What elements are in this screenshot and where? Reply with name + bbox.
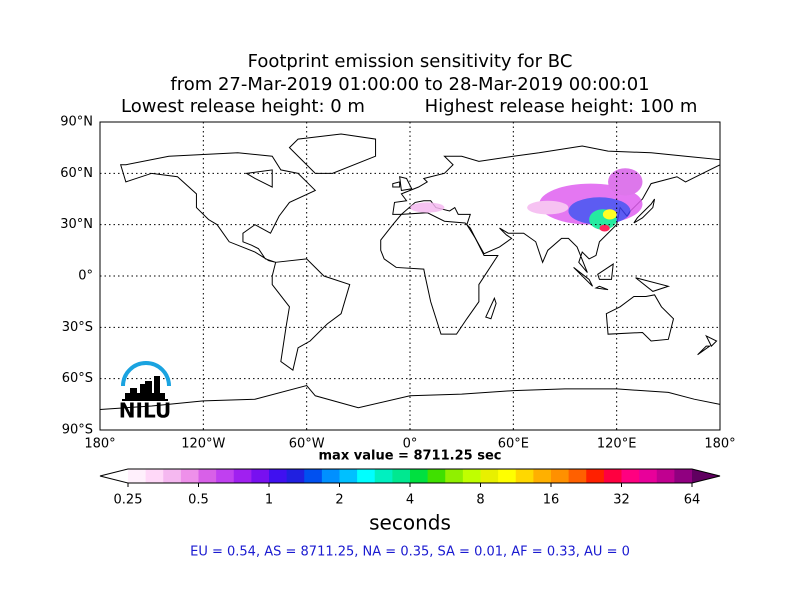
y-tick-label: 60°N [60, 166, 93, 181]
colorbar-segment [233, 469, 252, 483]
colorbar-segment [216, 469, 235, 483]
colorbar-segment [603, 469, 622, 483]
colorbar-segment [621, 469, 640, 483]
colorbar-segment [639, 469, 658, 483]
y-tick-label: 0° [78, 269, 93, 284]
colorbar-segment [357, 469, 376, 483]
release-low: Lowest release height: 0 m [121, 96, 365, 117]
indonesia [574, 264, 669, 291]
colorbar-tick-label: 0.25 [114, 493, 143, 508]
colorbar-segment [163, 469, 182, 483]
title-line: Footprint emission sensitivity for BC [248, 51, 573, 72]
colorbar-segment [674, 469, 693, 483]
colorbar-tick-label: 16 [543, 493, 560, 508]
colorbar-tick-label: 4 [406, 493, 414, 508]
y-tick-label: 30°N [60, 217, 93, 232]
colorbar-segment [128, 469, 147, 483]
colorbar-segment [533, 469, 552, 483]
footprint-area [527, 200, 569, 215]
colorbar-segment [427, 469, 446, 483]
colorbar-tick-label: 8 [476, 493, 484, 508]
release-high: Highest release height: 100 m [425, 96, 698, 117]
footprint-area [410, 202, 445, 213]
nilu-logo: NILU [119, 361, 171, 423]
colorbar-label: seconds [369, 511, 451, 535]
madagascar [486, 298, 496, 319]
africa [381, 213, 498, 334]
colorbar-segment [586, 469, 605, 483]
colorbar-extend [692, 469, 720, 483]
australia [606, 295, 673, 341]
north-america [121, 153, 316, 263]
colorbar-segment [462, 469, 481, 483]
y-tick-label: 30°S [62, 320, 93, 335]
colorbar-extend [100, 469, 128, 483]
colorbar-segment [551, 469, 570, 483]
y-tick-label: 90°S [62, 423, 93, 438]
colorbar-segment [198, 469, 217, 483]
colorbar-segment [180, 469, 199, 483]
footprint-area [599, 224, 610, 232]
colorbar-segment [445, 469, 464, 483]
new-zealand [698, 336, 717, 355]
x-tick-label: 180° [704, 437, 735, 452]
colorbar-tick-label: 32 [613, 493, 630, 508]
colorbar-segment [321, 469, 340, 483]
map-frame [99, 121, 721, 431]
colorbar-segment [568, 469, 587, 483]
region-stats: EU = 0.54, AS = 8711.25, NA = 0.35, SA =… [190, 545, 630, 560]
x-tick-label: 120°E [597, 437, 637, 452]
title-line: from 27-Mar-2019 01:00:00 to 28-Mar-2019… [170, 74, 649, 95]
british-isles [393, 177, 412, 191]
colorbar-tick-label: 64 [684, 493, 701, 508]
colorbar-segment [392, 469, 411, 483]
colorbar-segment [656, 469, 675, 483]
eurasia [393, 146, 720, 273]
logo-skyline [122, 376, 168, 401]
colorbar-segment [410, 469, 429, 483]
logo-text: NILU [119, 399, 171, 423]
colorbar-segment [251, 469, 270, 483]
x-tick-label: 60°E [498, 437, 529, 452]
footprint-area [608, 168, 643, 196]
x-tick-label: 0° [403, 437, 418, 452]
colorbar-segment [269, 469, 288, 483]
colorbar-tick-label: 1 [265, 493, 273, 508]
colorbar-segment [498, 469, 517, 483]
colorbar-tick-label: 0.5 [188, 493, 209, 508]
south-america [272, 259, 349, 370]
colorbar-segment [339, 469, 358, 483]
colorbar-segment [286, 469, 305, 483]
x-tick-label: 60°W [289, 437, 325, 452]
colorbar-segment [304, 469, 323, 483]
y-tick-label: 60°S [62, 371, 93, 386]
colorbar-segment [374, 469, 393, 483]
logo-arc [121, 361, 171, 387]
map-area [99, 121, 721, 431]
greenland [289, 134, 375, 173]
x-tick-label: 120°W [181, 437, 225, 452]
antarctica [100, 386, 720, 410]
footprint-area [602, 209, 617, 220]
colorbar-segment [515, 469, 534, 483]
x-tick-label: 180° [84, 437, 115, 452]
y-tick-label: 90°N [60, 115, 93, 130]
hudson-bay [246, 170, 272, 187]
colorbar-tick-label: 2 [335, 493, 343, 508]
colorbar-segment [145, 469, 164, 483]
max-value: max value = 8711.25 sec [319, 449, 502, 464]
japan [634, 199, 655, 223]
colorbar-segment [480, 469, 499, 483]
